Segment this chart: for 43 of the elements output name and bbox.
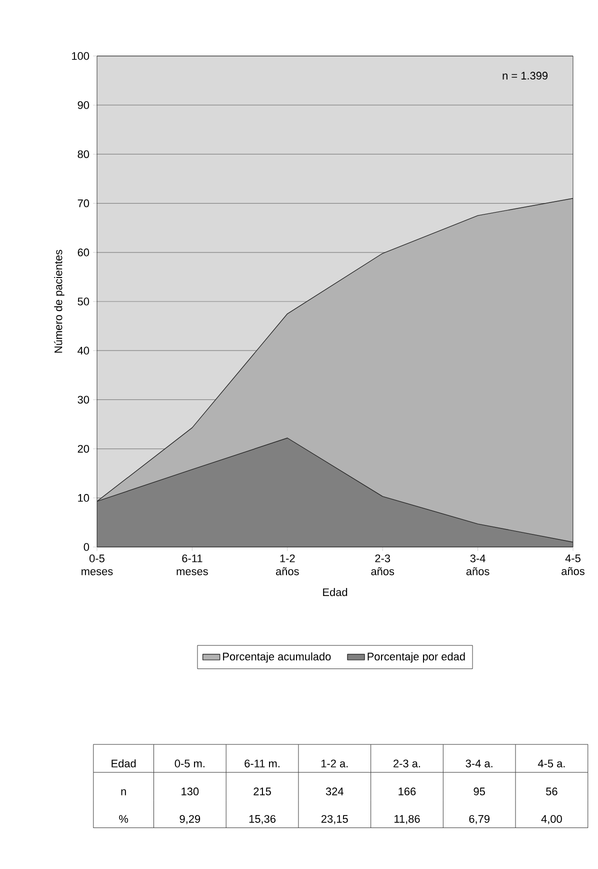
text: 166 (398, 788, 416, 796)
y-tick-label: 100 (72, 52, 90, 60)
text: 4-5 a. (538, 760, 565, 768)
annotation: n = 1.399 (502, 72, 548, 80)
text: 56 (546, 788, 558, 796)
text: 6,79 (469, 815, 490, 824)
y-axis-title: Número de pacientes (54, 250, 64, 353)
y-tick-label: 0 (84, 543, 90, 551)
y-tick-label: 60 (78, 248, 90, 256)
x-tick-label: 4-5 años (562, 554, 584, 576)
text: 4,00 (541, 815, 562, 824)
y-tick-label: 90 (78, 101, 90, 109)
x-tick-label: 2-3 años (371, 554, 394, 576)
text: 130 (182, 788, 199, 796)
text: 0-5 m. (174, 760, 204, 768)
legend-label: Porcentaje por edad (368, 652, 465, 663)
text: 9,29 (180, 815, 200, 824)
y-tick-label: 40 (78, 346, 90, 354)
x-tick-label: 6-11 meses (176, 554, 208, 576)
text: 95 (474, 788, 485, 796)
text: 2-3 a. (394, 760, 420, 768)
y-tick-label: 10 (78, 494, 90, 502)
text: 6-11 m. (244, 760, 280, 768)
text: 11,86 (394, 815, 420, 824)
text: % (119, 815, 128, 823)
text: 324 (326, 788, 344, 796)
text: n (121, 789, 126, 796)
y-tick-label: 20 (78, 444, 90, 453)
text: 15,36 (249, 815, 276, 824)
y-tick-label: 30 (78, 396, 90, 404)
text: Edad (112, 759, 136, 768)
x-tick-label: 3-4 años (466, 554, 490, 576)
y-tick-label: 80 (78, 150, 90, 158)
x-tick-label: 1-2 años (276, 554, 299, 576)
x-tick-label: 0-5 meses (82, 554, 113, 576)
x-axis-title: Edad (323, 588, 348, 596)
text: 1-2 a. (321, 760, 348, 768)
text: 215 (254, 788, 271, 796)
y-tick-label: 70 (78, 199, 90, 208)
text: 3-4 a. (466, 760, 492, 768)
legend-label: Porcentaje acumulado (223, 652, 331, 663)
text: 23,15 (321, 815, 348, 824)
y-tick-label: 50 (78, 298, 90, 306)
